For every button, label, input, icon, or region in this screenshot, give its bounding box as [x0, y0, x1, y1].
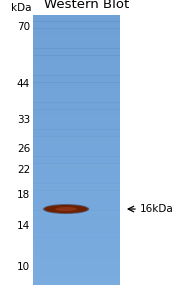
Bar: [33, 143, 120, 150]
Text: 16kDa: 16kDa: [140, 204, 174, 214]
Bar: [33, 149, 120, 157]
Bar: [33, 278, 120, 285]
Bar: [33, 251, 120, 258]
Bar: [33, 170, 120, 177]
Bar: [33, 28, 120, 35]
Bar: [33, 264, 120, 272]
Bar: [33, 102, 120, 110]
Bar: [33, 95, 120, 103]
Bar: [33, 109, 120, 116]
Text: 14: 14: [17, 220, 30, 230]
Ellipse shape: [55, 207, 77, 211]
Bar: [33, 244, 120, 251]
Bar: [33, 41, 120, 49]
Bar: [33, 237, 120, 244]
Text: 33: 33: [17, 115, 30, 125]
Bar: [33, 15, 120, 285]
Bar: [33, 35, 120, 42]
Bar: [33, 190, 120, 197]
Bar: [33, 68, 120, 76]
Bar: [33, 271, 120, 278]
Bar: [33, 257, 120, 265]
Text: 18: 18: [17, 190, 30, 200]
Bar: [33, 217, 120, 224]
Text: 22: 22: [17, 165, 30, 175]
Text: Western Blot: Western Blot: [44, 0, 129, 11]
Bar: [33, 197, 120, 204]
Bar: [33, 75, 120, 82]
Bar: [33, 210, 120, 218]
Bar: [33, 136, 120, 143]
Bar: [33, 62, 120, 69]
Text: 70: 70: [17, 22, 30, 32]
Bar: [33, 230, 120, 238]
Bar: [33, 203, 120, 211]
Bar: [33, 82, 120, 89]
Bar: [33, 163, 120, 170]
Ellipse shape: [43, 204, 89, 214]
Bar: [33, 48, 120, 56]
Bar: [33, 89, 120, 96]
Bar: [33, 224, 120, 231]
Bar: [33, 116, 120, 123]
Bar: [33, 176, 120, 184]
Bar: [33, 156, 120, 164]
Bar: [33, 21, 120, 28]
Ellipse shape: [44, 205, 88, 213]
Text: 26: 26: [17, 144, 30, 154]
Bar: [33, 183, 120, 190]
Text: 44: 44: [17, 79, 30, 89]
Bar: [33, 55, 120, 62]
Bar: [33, 129, 120, 137]
Bar: [33, 122, 120, 130]
Bar: [33, 14, 120, 22]
Text: kDa: kDa: [10, 3, 31, 13]
Text: 10: 10: [17, 262, 30, 272]
